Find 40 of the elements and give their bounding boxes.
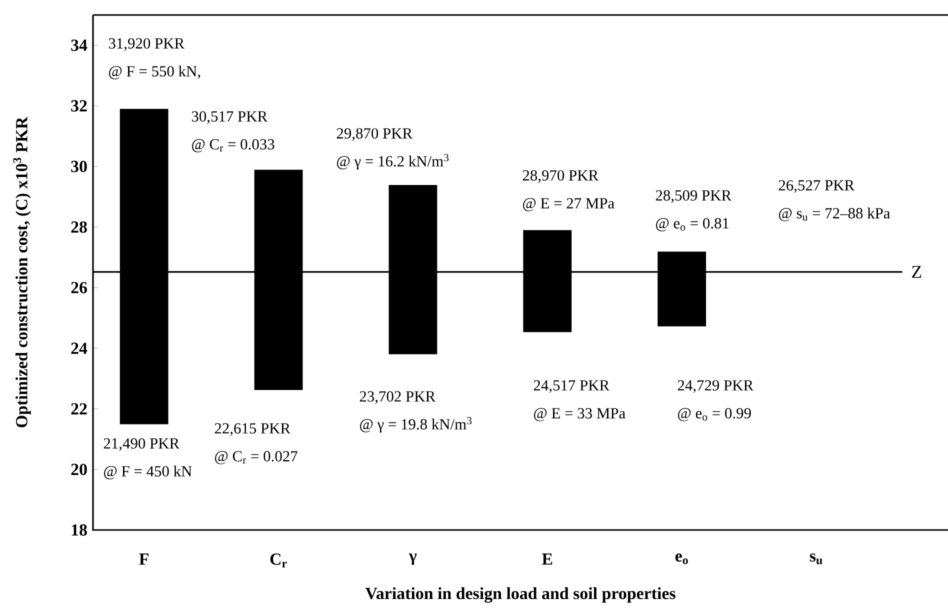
annotation: @ C$_{r}$ = 0.027 [215, 451, 298, 464]
annotation: @ F = 450 kN [104, 466, 192, 480]
x-axis-title: Variation in design load and soil properties [365, 587, 676, 603]
annotation: 24,729 PKR [678, 380, 754, 393]
annotation: @ F = 550 kN, [109, 66, 200, 80]
annotation: 26,527 PKR [778, 180, 855, 193]
y-tick-label: 28 [71, 221, 87, 233]
annotation: @ E = 33 MPa [534, 408, 626, 422]
annotation: 24,517 PKR [534, 380, 610, 393]
y-tick-label: 24 [71, 342, 88, 354]
y-tick-label: 34 [71, 40, 88, 51]
ref-line-label: Z [912, 266, 922, 278]
x-tick-label: C$_{r}$ [270, 554, 287, 568]
x-tick-label: γ [408, 554, 417, 565]
annotation: @ e$_{o}$ = 0.99 [678, 408, 751, 422]
annotation: 30,517 PKR [192, 111, 268, 124]
y-axis-title: Optimized construction cost, (C) x10$^{3}$ PKR [13, 116, 31, 428]
annotation: 28,509 PKR [656, 190, 732, 203]
annotation: @ C$_{r}$ = 0.033 [192, 139, 274, 152]
annotation: @ s$_{u}$ = 72–88 kPa [779, 208, 890, 222]
annotation: 23,702 PKR [360, 391, 436, 404]
x-tick-label: E [542, 554, 552, 565]
annotation: @ e$_{o}$ = 0.81 [656, 218, 729, 232]
x-tick-label: F [139, 554, 148, 565]
y-tick-label: 32 [71, 100, 87, 112]
annotation: @ E = 27 MPa [523, 198, 614, 212]
y-tick-label: 22 [71, 403, 87, 414]
y-tick-label: 26 [71, 282, 87, 294]
x-tick-label: s$_{u}$ [810, 554, 822, 564]
annotation: 21,490 PKR [104, 438, 180, 451]
annotation: 29,870 PKR [336, 128, 413, 141]
annotation: @ γ = 16.2 kN/m$^{3}$ [337, 154, 449, 170]
y-tick-label: 18 [72, 524, 87, 536]
y-tick-label: 20 [71, 464, 87, 476]
annotation: 28,970 PKR [522, 170, 599, 183]
annotation: 31,920 PKR [108, 38, 185, 51]
annotation: @ γ = 19.8 kN/m$^{3}$ [360, 417, 472, 433]
annotation: 22,615 PKR [214, 423, 291, 436]
y-tick-label: 30 [71, 160, 87, 172]
x-tick-label: e$_{o}$ [675, 554, 688, 564]
